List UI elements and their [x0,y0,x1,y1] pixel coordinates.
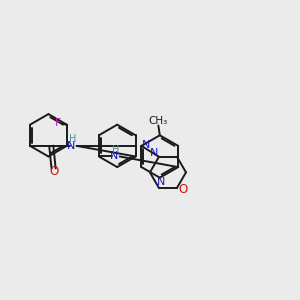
Text: N: N [157,177,166,187]
Text: O: O [49,165,58,178]
Text: N: N [67,141,76,151]
Text: H: H [112,145,119,155]
Text: F: F [55,118,62,128]
Text: CH₃: CH₃ [149,116,168,126]
Text: N: N [141,140,150,150]
Text: H: H [69,134,77,144]
Text: N: N [110,152,118,161]
Text: O: O [179,183,188,196]
Text: N: N [150,148,159,158]
